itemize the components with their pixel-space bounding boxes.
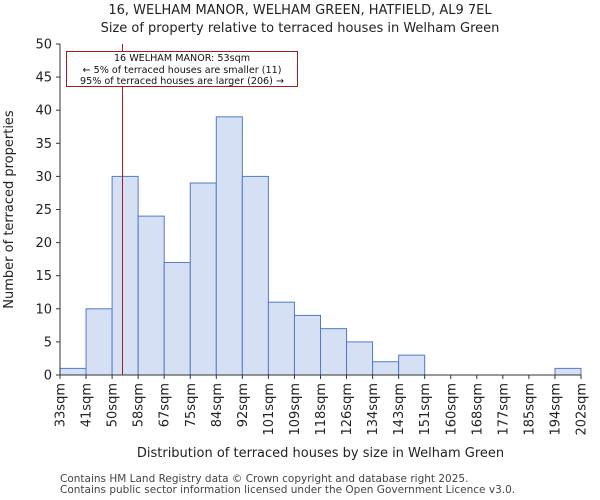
x-tick-label: 41sqm xyxy=(80,383,95,427)
histogram-bar xyxy=(59,367,87,376)
y-tick-label: 30 xyxy=(35,170,52,185)
x-tick-label: 126sqm xyxy=(340,383,355,436)
x-tick-label: 109sqm xyxy=(288,383,303,436)
chart-subtitle: Size of property relative to terraced ho… xyxy=(100,21,500,36)
y-tick-label: 50 xyxy=(35,38,52,53)
x-tick-label: 33sqm xyxy=(54,383,69,427)
x-tick-label: 50sqm xyxy=(106,383,121,427)
annotation-line-3: 95% of terraced houses are larger (206) … xyxy=(80,76,284,87)
histogram-bar xyxy=(346,341,374,376)
footer-copyright: Contains HM Land Registry data © Crown c… xyxy=(60,473,469,485)
x-tick-label: 160sqm xyxy=(444,383,459,436)
annotation-line-1: 16 WELHAM MANOR: 53sqm xyxy=(113,53,251,64)
x-tick-label: 194sqm xyxy=(548,383,563,436)
x-tick-label: 177sqm xyxy=(496,383,511,436)
histogram-bar xyxy=(137,215,165,376)
histogram-bar xyxy=(398,354,426,376)
x-tick-label: 143sqm xyxy=(392,383,407,436)
x-tick-label: 168sqm xyxy=(470,383,485,436)
y-tick-label: 5 xyxy=(44,335,52,350)
y-tick-label: 10 xyxy=(35,302,52,317)
histogram-bar xyxy=(85,308,113,376)
x-tick-label: 75sqm xyxy=(184,383,199,427)
y-tick-label: 45 xyxy=(35,71,52,86)
x-tick-label: 84sqm xyxy=(210,383,225,427)
y-tick-label: 20 xyxy=(35,236,52,251)
x-tick-label: 151sqm xyxy=(418,383,433,436)
y-tick-label: 40 xyxy=(35,104,52,119)
x-axis-label: Distribution of terraced houses by size … xyxy=(137,446,504,461)
histogram-bar xyxy=(554,367,582,376)
chart-title: 16, WELHAM MANOR, WELHAM GREEN, HATFIELD… xyxy=(108,3,492,18)
x-tick-label: 134sqm xyxy=(366,383,381,436)
x-tick-label: 67sqm xyxy=(158,383,173,427)
footer-licence: Contains public sector information licen… xyxy=(60,484,516,496)
property-annotation-box: 16 WELHAM MANOR: 53sqm ← 5% of terraced … xyxy=(66,51,298,87)
x-tick-label: 101sqm xyxy=(262,383,277,436)
x-tick-label: 92sqm xyxy=(236,383,251,427)
histogram-bar xyxy=(267,301,295,376)
y-tick-label: 35 xyxy=(35,137,52,152)
histogram-bar xyxy=(163,261,191,376)
histogram-bar xyxy=(189,182,217,376)
annotation-line-2: ← 5% of terraced houses are smaller (11) xyxy=(82,64,282,76)
y-tick-label: 15 xyxy=(35,269,52,284)
x-tick-label: 58sqm xyxy=(132,383,147,427)
y-tick-label: 0 xyxy=(44,369,52,384)
y-axis-label: Number of terraced properties xyxy=(2,110,17,309)
histogram-bar xyxy=(241,175,269,376)
x-tick-label: 202sqm xyxy=(575,383,590,436)
histogram-bar xyxy=(111,175,139,376)
histogram-bar xyxy=(320,328,348,376)
histogram-bar xyxy=(372,361,400,376)
x-tick-label: 185sqm xyxy=(522,383,537,436)
y-tick-label: 25 xyxy=(35,203,52,218)
histogram-bar xyxy=(293,314,322,376)
x-tick-label: 118sqm xyxy=(314,383,329,436)
histogram-bar xyxy=(215,116,243,376)
